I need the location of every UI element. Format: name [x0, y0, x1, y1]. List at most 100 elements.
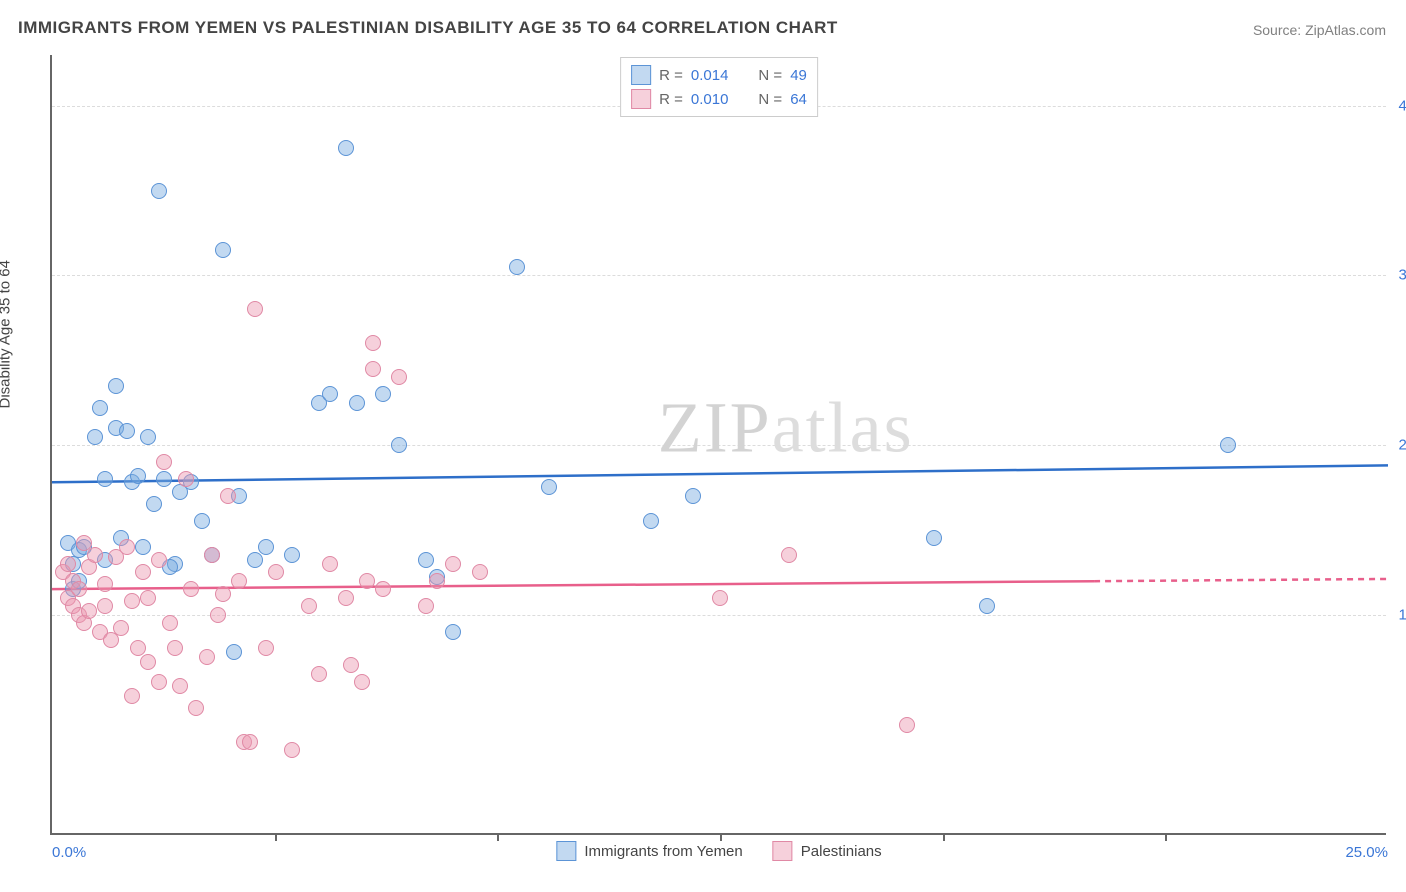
- legend-swatch: [631, 89, 651, 109]
- watermark: ZIPatlas: [658, 387, 914, 470]
- data-point: [231, 573, 247, 589]
- data-point: [365, 361, 381, 377]
- data-point: [130, 468, 146, 484]
- x-tick: [943, 833, 945, 841]
- legend-swatch: [773, 841, 793, 861]
- data-point: [92, 400, 108, 416]
- data-point: [124, 688, 140, 704]
- watermark-zip: ZIP: [658, 388, 772, 468]
- stat-r-value: 0.014: [691, 67, 729, 84]
- data-point: [322, 386, 338, 402]
- data-point: [140, 654, 156, 670]
- y-tick-label: 10.0%: [1398, 606, 1406, 623]
- data-point: [76, 535, 92, 551]
- data-point: [418, 552, 434, 568]
- stat-r-label: R =: [659, 91, 683, 108]
- data-point: [81, 603, 97, 619]
- data-point: [1220, 437, 1236, 453]
- data-point: [135, 539, 151, 555]
- watermark-atlas: atlas: [772, 388, 914, 468]
- data-point: [247, 301, 263, 317]
- data-point: [97, 598, 113, 614]
- data-point: [87, 547, 103, 563]
- data-point: [151, 552, 167, 568]
- y-tick-label: 20.0%: [1398, 437, 1406, 454]
- data-point: [119, 539, 135, 555]
- data-point: [135, 564, 151, 580]
- stat-r-value: 0.010: [691, 91, 729, 108]
- data-point: [429, 573, 445, 589]
- data-point: [247, 552, 263, 568]
- data-point: [979, 598, 995, 614]
- data-point: [349, 395, 365, 411]
- data-point: [311, 666, 327, 682]
- y-tick-label: 30.0%: [1398, 267, 1406, 284]
- data-point: [472, 564, 488, 580]
- x-tick: [497, 833, 499, 841]
- data-point: [119, 423, 135, 439]
- data-point: [60, 556, 76, 572]
- data-point: [899, 717, 915, 733]
- x-tick: [275, 833, 277, 841]
- data-point: [284, 547, 300, 563]
- data-point: [124, 593, 140, 609]
- data-point: [375, 581, 391, 597]
- data-point: [359, 573, 375, 589]
- data-point: [108, 378, 124, 394]
- stats-legend: R = 0.014N = 49R = 0.010N = 64: [620, 57, 818, 117]
- data-point: [338, 140, 354, 156]
- data-point: [210, 607, 226, 623]
- data-point: [194, 513, 210, 529]
- data-point: [509, 259, 525, 275]
- data-point: [391, 437, 407, 453]
- data-point: [204, 547, 220, 563]
- chart-plot-area: ZIPatlas R = 0.014N = 49R = 0.010N = 64 …: [50, 55, 1386, 835]
- gridline: [52, 615, 1386, 616]
- x-tick: [1165, 833, 1167, 841]
- data-point: [354, 674, 370, 690]
- data-point: [926, 530, 942, 546]
- data-point: [215, 242, 231, 258]
- x-tick-label: 0.0%: [52, 844, 86, 861]
- data-point: [781, 547, 797, 563]
- stat-n-label: N =: [758, 91, 782, 108]
- stat-r-label: R =: [659, 67, 683, 84]
- x-tick-label: 25.0%: [1345, 844, 1388, 861]
- data-point: [445, 556, 461, 572]
- data-point: [156, 454, 172, 470]
- data-point: [71, 581, 87, 597]
- data-point: [258, 640, 274, 656]
- data-point: [97, 471, 113, 487]
- data-point: [151, 674, 167, 690]
- data-point: [343, 657, 359, 673]
- legend-label: Palestinians: [801, 843, 882, 860]
- data-point: [712, 590, 728, 606]
- data-point: [140, 429, 156, 445]
- data-point: [151, 183, 167, 199]
- legend-swatch: [631, 65, 651, 85]
- stat-n-value: 64: [790, 91, 807, 108]
- stat-n-value: 49: [790, 67, 807, 84]
- series-legend: Immigrants from YemenPalestinians: [556, 841, 881, 861]
- data-point: [322, 556, 338, 572]
- data-point: [258, 539, 274, 555]
- data-point: [338, 590, 354, 606]
- data-point: [97, 576, 113, 592]
- gridline: [52, 275, 1386, 276]
- data-point: [162, 615, 178, 631]
- data-point: [685, 488, 701, 504]
- data-point: [242, 734, 258, 750]
- legend-swatch: [556, 841, 576, 861]
- gridline: [52, 445, 1386, 446]
- data-point: [365, 335, 381, 351]
- data-point: [167, 640, 183, 656]
- data-point: [226, 644, 242, 660]
- data-point: [391, 369, 407, 385]
- data-point: [130, 640, 146, 656]
- stats-row: R = 0.014N = 49: [631, 63, 807, 87]
- data-point: [188, 700, 204, 716]
- chart-title: IMMIGRANTS FROM YEMEN VS PALESTINIAN DIS…: [18, 18, 838, 38]
- x-tick: [720, 833, 722, 841]
- data-point: [183, 581, 199, 597]
- data-point: [220, 488, 236, 504]
